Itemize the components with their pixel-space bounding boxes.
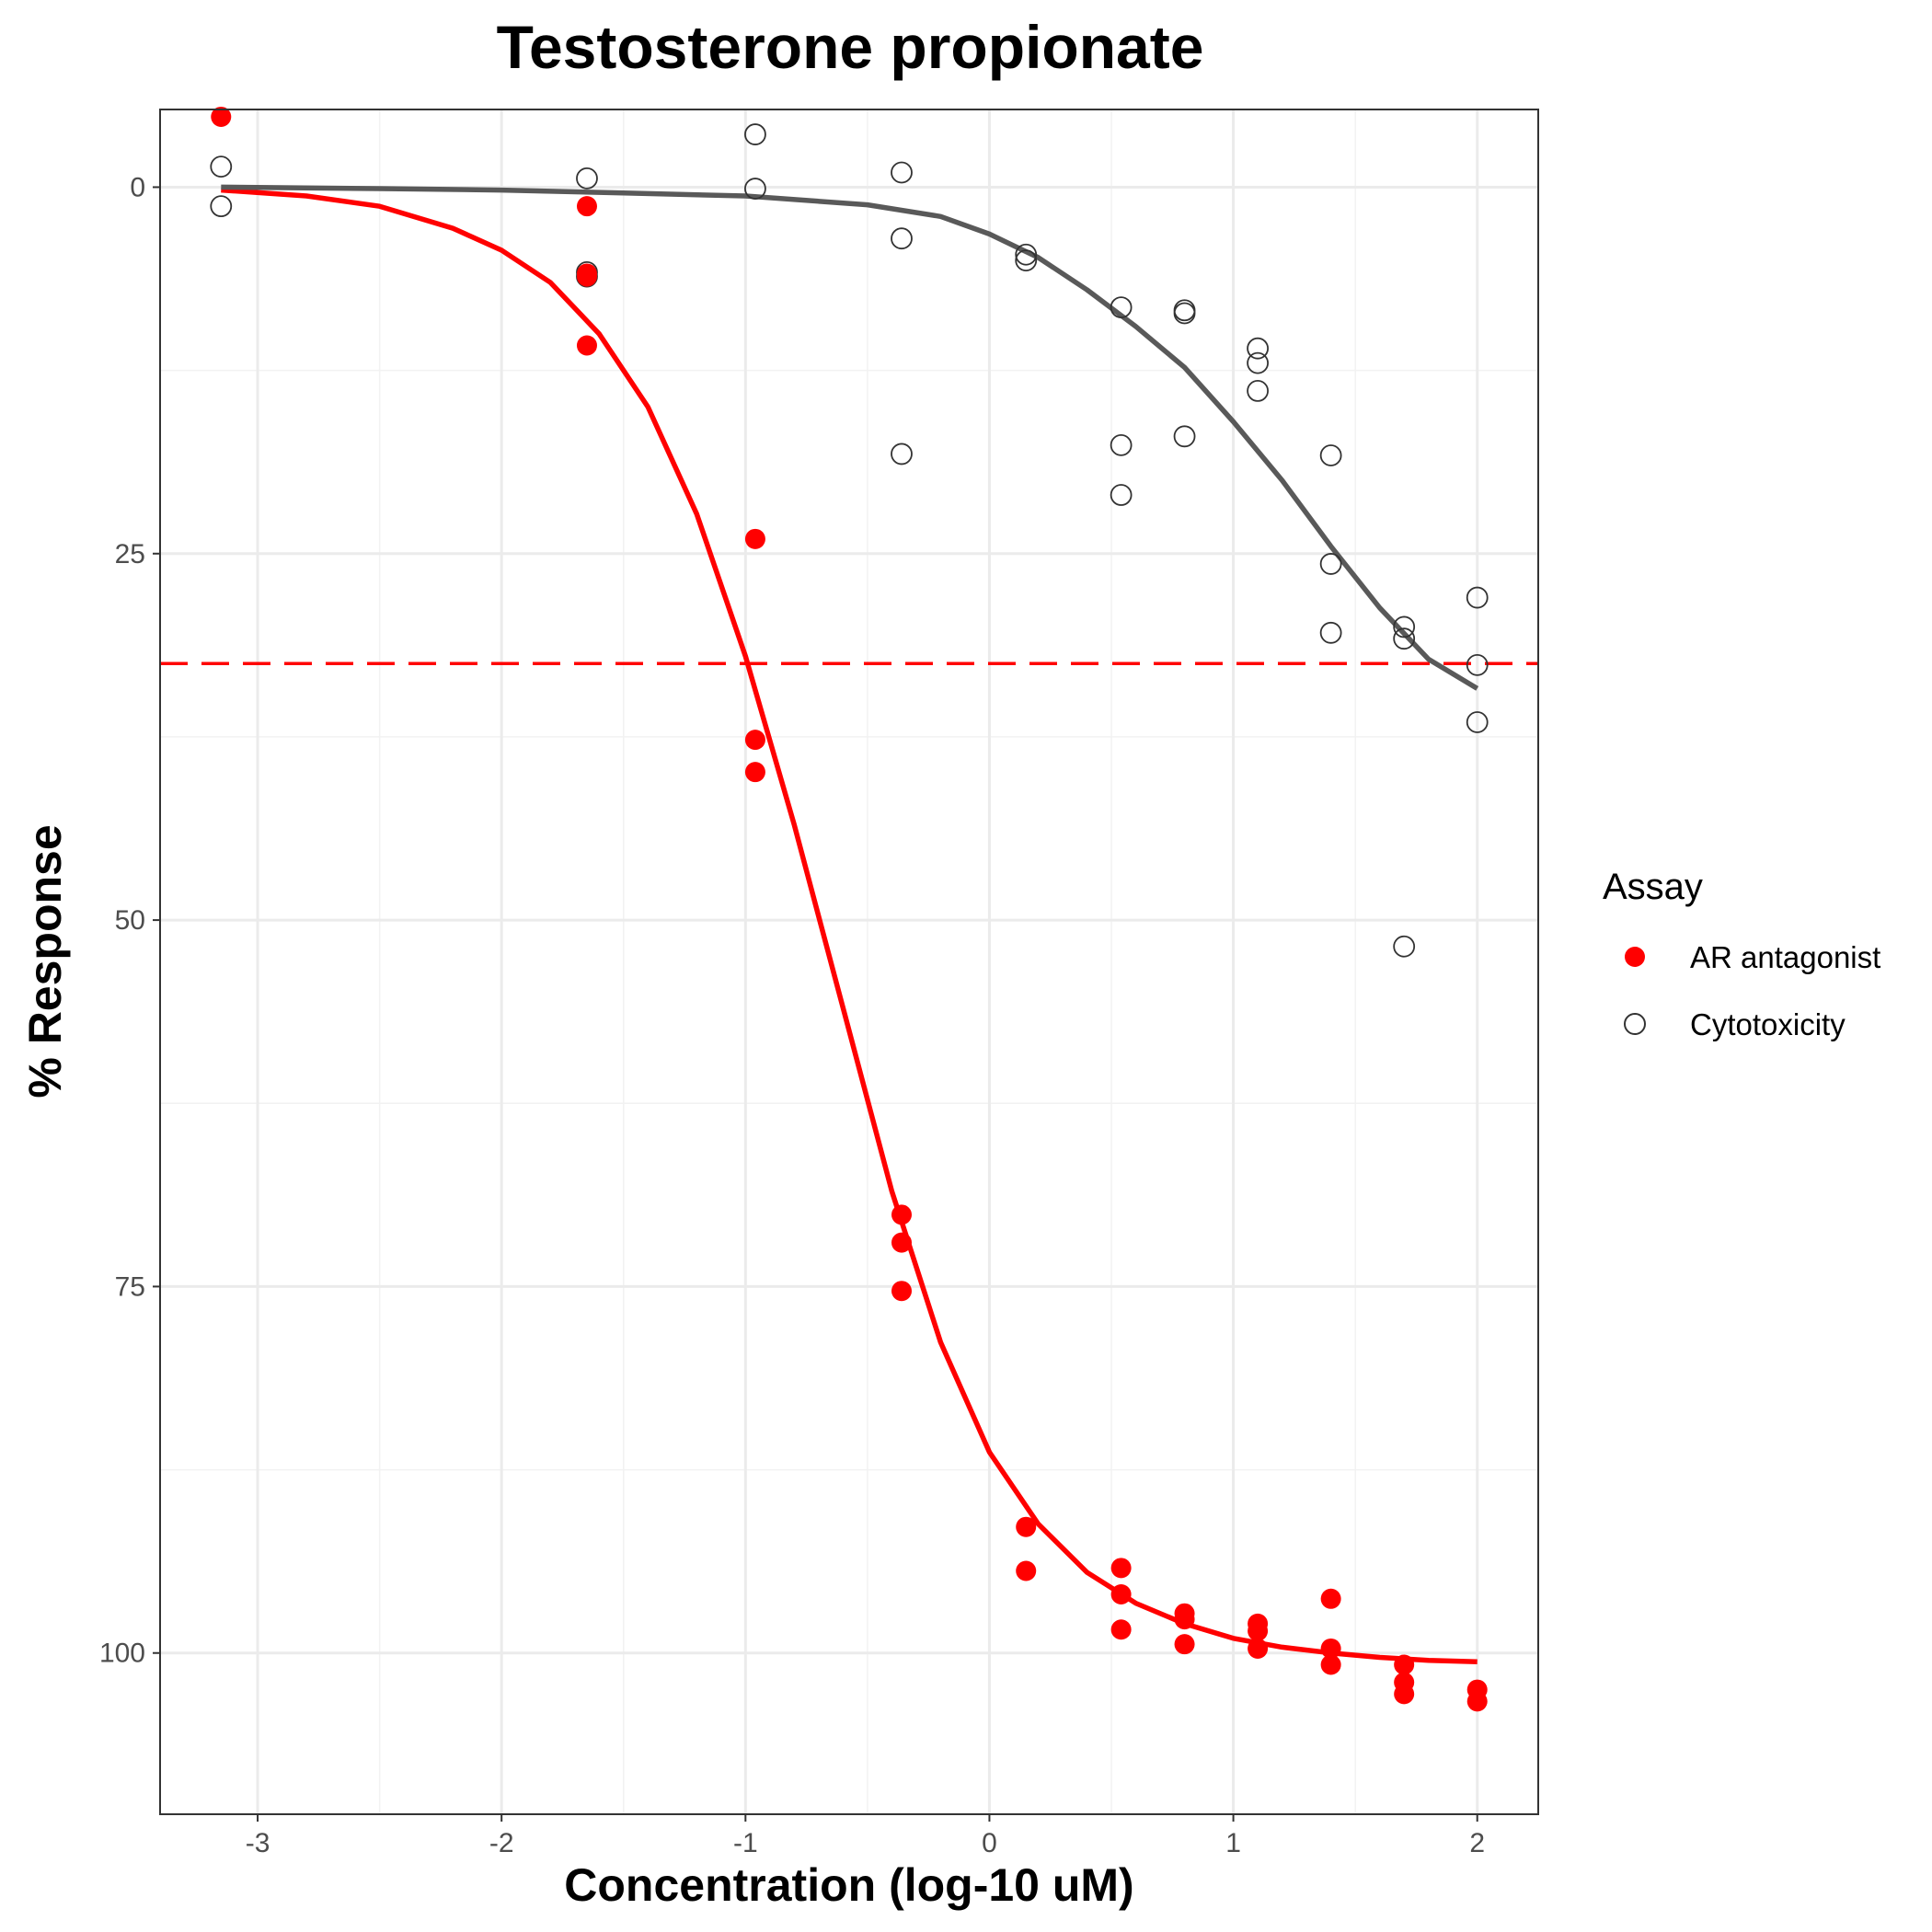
grid-lines (160, 109, 1538, 1814)
x-tick-label: 1 (1225, 1828, 1241, 1858)
data-point-ar-antagonist (1110, 1584, 1132, 1605)
y-tick-label: 100 (99, 1639, 145, 1669)
data-point-cytotoxicity (1319, 621, 1342, 644)
data-point-cytotoxicity (1110, 296, 1133, 318)
data-point-ar-antagonist (1016, 1516, 1037, 1537)
data-point-cytotoxicity (1015, 243, 1038, 266)
data-point-cytotoxicity (1247, 380, 1269, 402)
legend-key-ar-antagonist (1625, 947, 1645, 967)
legend-key-cytotoxicity (1624, 1013, 1646, 1035)
plot-panel (160, 109, 1538, 1814)
data-point-ar-antagonist (744, 528, 765, 549)
data-point-cytotoxicity (1173, 302, 1196, 325)
data-point-cytotoxicity (1393, 627, 1416, 650)
data-point-cytotoxicity (1466, 653, 1489, 676)
data-point-ar-antagonist (891, 1204, 913, 1225)
data-point-ar-antagonist (576, 335, 597, 356)
data-point-ar-antagonist (1248, 1638, 1269, 1659)
data-point-ar-antagonist (1320, 1638, 1341, 1659)
y-tick-label: 25 (115, 539, 145, 569)
data-point-ar-antagonist (891, 1232, 913, 1253)
data-point-cytotoxicity (210, 155, 233, 178)
data-point-cytotoxicity (744, 178, 766, 200)
data-point-cytotoxicity (744, 123, 766, 145)
y-tick-label: 50 (115, 905, 145, 936)
data-point-cytotoxicity (1110, 433, 1133, 456)
y-tick-label: 75 (115, 1271, 145, 1302)
data-point-cytotoxicity (1173, 425, 1196, 448)
data-point-ar-antagonist (1394, 1684, 1415, 1705)
x-axis-ticks: -3 -2 -1 0 1 2 (246, 1814, 1485, 1858)
data-point-ar-antagonist (1016, 1560, 1037, 1581)
legend-label-cytotoxicity: Cytotoxicity (1690, 1007, 1846, 1041)
data-point-cytotoxicity (576, 167, 598, 190)
data-point-cytotoxicity (1393, 935, 1416, 958)
data-point-cytotoxicity (891, 227, 913, 250)
data-point-cytotoxicity (1466, 711, 1489, 733)
data-point-ar-antagonist (211, 106, 232, 127)
data-point-ar-antagonist (891, 1281, 913, 1302)
data-points (210, 106, 1489, 1712)
data-point-ar-antagonist (1248, 1620, 1269, 1641)
data-point-ar-antagonist (1174, 1634, 1195, 1655)
data-point-ar-antagonist (1174, 1609, 1195, 1630)
x-tick-label: -1 (733, 1828, 758, 1858)
data-point-ar-antagonist (1110, 1619, 1132, 1640)
data-point-ar-antagonist (576, 266, 597, 287)
x-tick-label: 0 (982, 1828, 997, 1858)
data-point-ar-antagonist (1320, 1654, 1341, 1675)
data-point-ar-antagonist (576, 196, 597, 217)
data-point-cytotoxicity (210, 195, 233, 218)
plot-border (159, 109, 1539, 1815)
x-tick-label: -3 (246, 1828, 270, 1858)
data-point-cytotoxicity (1247, 351, 1269, 374)
data-point-cytotoxicity (1319, 553, 1342, 575)
legend-title: Assay (1603, 867, 1703, 907)
data-point-cytotoxicity (1110, 484, 1133, 506)
x-tick-label: -2 (489, 1828, 514, 1858)
x-axis-title: Concentration (log-10 uM) (564, 1859, 1133, 1911)
y-axis-ticks: 0 25 50 75 100 (99, 172, 160, 1669)
legend: Assay AR antagonist Cytotoxicity (1603, 867, 1880, 1041)
data-point-ar-antagonist (1110, 1558, 1132, 1579)
data-point-ar-antagonist (1466, 1691, 1488, 1712)
y-tick-label: 0 (130, 172, 145, 202)
data-point-cytotoxicity (891, 161, 913, 184)
chart-title: Testosterone propionate (497, 13, 1204, 81)
x-tick-label: 2 (1469, 1828, 1485, 1858)
data-point-ar-antagonist (744, 730, 765, 751)
data-point-cytotoxicity (1247, 337, 1269, 360)
y-axis-title: % Response (19, 824, 71, 1098)
data-point-cytotoxicity (1466, 586, 1489, 609)
legend-label-ar-antagonist: AR antagonist (1690, 940, 1880, 974)
data-point-ar-antagonist (1320, 1588, 1341, 1609)
data-point-cytotoxicity (891, 443, 913, 466)
data-point-cytotoxicity (1393, 615, 1416, 638)
data-point-ar-antagonist (744, 762, 765, 783)
fit-curve-ar-antagonist (221, 187, 1478, 1665)
data-point-cytotoxicity (1319, 444, 1342, 466)
data-point-cytotoxicity (1015, 249, 1038, 272)
data-point-ar-antagonist (1394, 1654, 1415, 1675)
